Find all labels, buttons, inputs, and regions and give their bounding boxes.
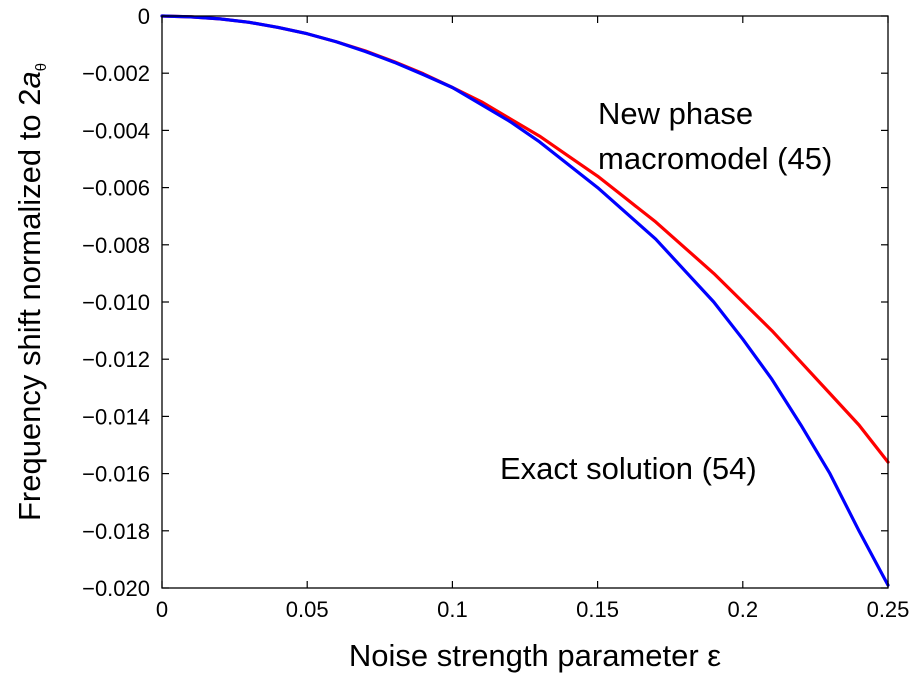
y-tick-label: −0.014 — [82, 404, 150, 429]
tick-layer: 0 0.05 0.1 0.15 0.2 0.25 0 −0.002 −0.004 −0.006 −0… — [82, 4, 909, 622]
y-tick-label: −0.006 — [82, 176, 150, 201]
x-tick-label: 0.05 — [286, 597, 329, 622]
y-tick-label: −0.002 — [82, 61, 150, 86]
annotation-exact: Exact solution (54) — [500, 451, 757, 486]
y-tick-label: −0.010 — [82, 290, 150, 315]
y-axis-title: Frequency shift normalized to 2aθ — [12, 63, 50, 521]
annotation-macromodel-line-1: New phase — [598, 96, 753, 131]
annotation-exact-line-1: Exact solution (54) — [500, 451, 757, 486]
x-tick-label: 0.15 — [576, 597, 619, 622]
y-axis-title-subscript: θ — [33, 63, 50, 71]
series-layer — [160, 14, 890, 587]
y-tick-label: −0.018 — [82, 519, 150, 544]
x-tick-label: 0.25 — [867, 597, 910, 622]
y-tick-label: −0.020 — [82, 576, 150, 601]
y-axis-title-main: Frequency shift normalized to 2 — [12, 89, 47, 522]
annotation-macromodel-line-2: macromodel (45) — [598, 141, 832, 176]
y-tick-label: −0.012 — [82, 347, 150, 372]
y-tick-label: −0.004 — [82, 118, 150, 143]
series-line-exact — [160, 14, 890, 587]
x-tick-label: 0 — [156, 597, 168, 622]
y-tick-label: −0.016 — [82, 462, 150, 487]
x-axis-title: Noise strength parameter ε — [349, 638, 721, 673]
y-tick-label: −0.008 — [82, 233, 150, 258]
y-tick-label: 0 — [138, 4, 150, 29]
x-tick-label: 0.1 — [437, 597, 468, 622]
y-axis-title-variable: a — [12, 71, 47, 88]
plot-frame — [161, 15, 889, 589]
x-tick-label: 0.2 — [728, 597, 759, 622]
annotation-macromodel: New phase macromodel (45) — [598, 96, 832, 176]
series-line-macromodel — [160, 14, 890, 464]
